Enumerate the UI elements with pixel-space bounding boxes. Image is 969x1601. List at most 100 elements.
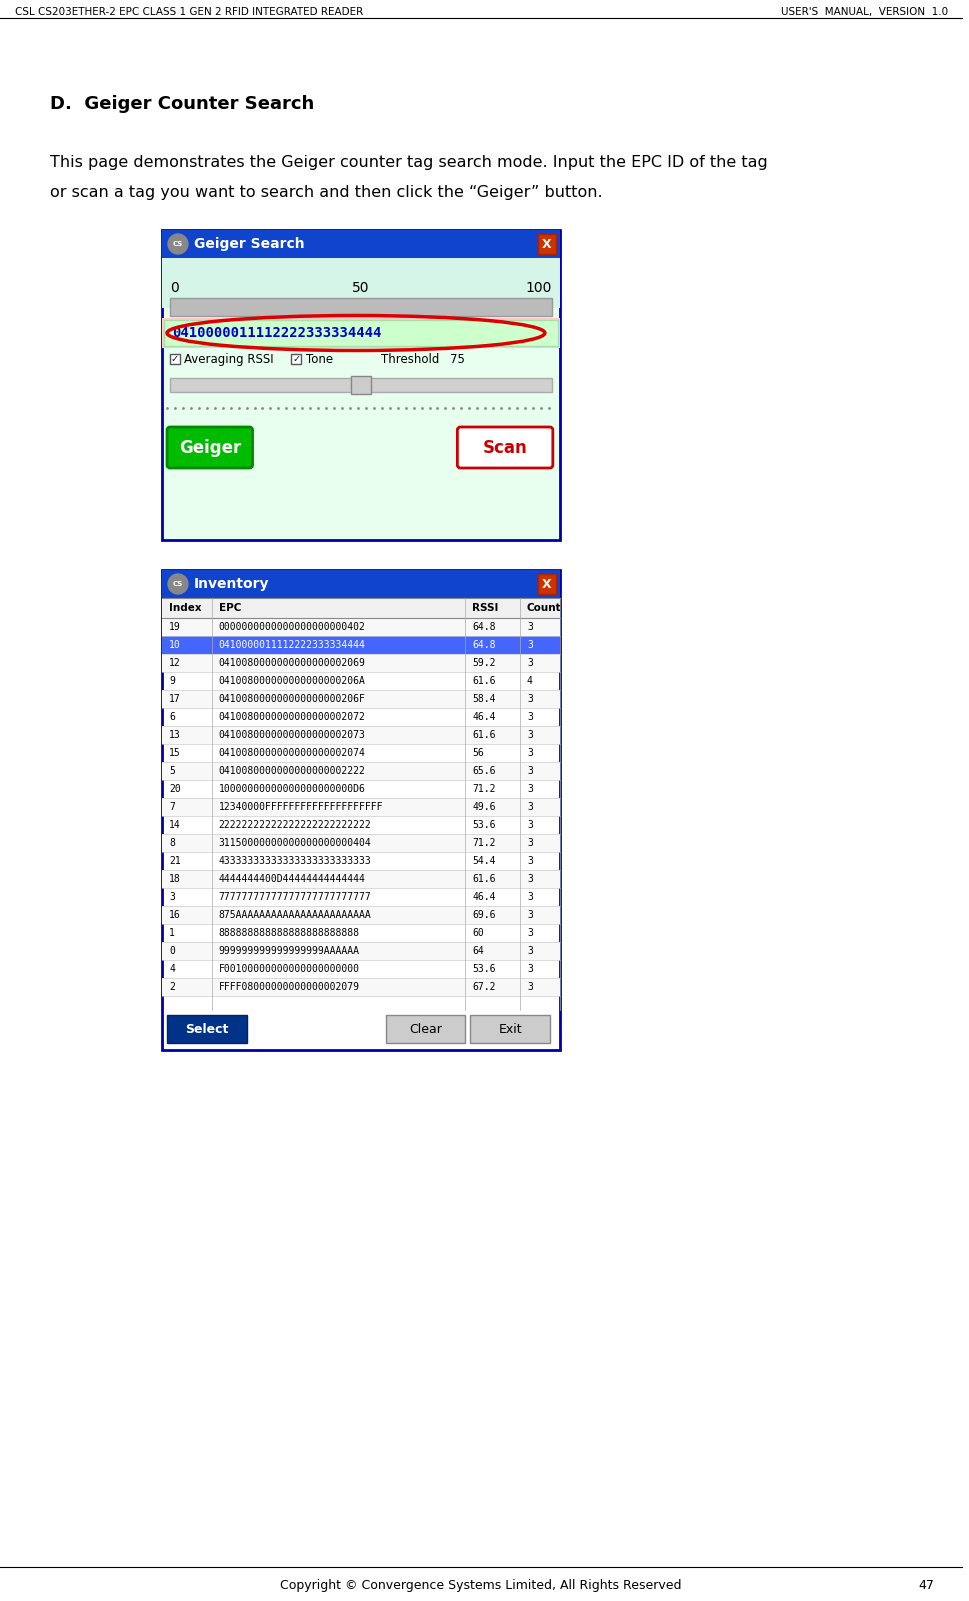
Text: 6: 6: [169, 712, 175, 722]
Text: 0: 0: [169, 946, 175, 956]
Text: 3: 3: [527, 784, 533, 794]
Text: 3: 3: [527, 730, 533, 740]
Text: Select: Select: [185, 1023, 229, 1036]
Bar: [351, 376, 371, 394]
Text: 61.6: 61.6: [472, 676, 496, 685]
Text: 50: 50: [352, 282, 370, 295]
Text: 75: 75: [451, 352, 465, 365]
Text: ✓: ✓: [293, 354, 300, 363]
Text: CS: CS: [172, 581, 183, 588]
Text: 3: 3: [169, 892, 175, 901]
Text: 67.2: 67.2: [472, 981, 496, 993]
Text: 20: 20: [169, 784, 181, 794]
Bar: [167, 1015, 246, 1042]
Text: 041008000000000000000206A: 041008000000000000000206A: [219, 676, 365, 685]
Text: CSL CS203ETHER-2 EPC CLASS 1 GEN 2 RFID INTEGRATED READER: CSL CS203ETHER-2 EPC CLASS 1 GEN 2 RFID …: [15, 6, 363, 18]
Text: RSSI: RSSI: [472, 604, 499, 613]
Text: 53.6: 53.6: [472, 820, 496, 829]
Text: or scan a tag you want to search and then click the “Geiger” button.: or scan a tag you want to search and the…: [49, 186, 603, 200]
Text: 16: 16: [169, 909, 181, 921]
Text: 0000000000000000000000402: 0000000000000000000000402: [219, 623, 365, 632]
Text: FFFF08000000000000002079: FFFF08000000000000002079: [219, 981, 359, 993]
Text: 14: 14: [169, 820, 181, 829]
Text: 22222222222222222222222222: 22222222222222222222222222: [219, 820, 371, 829]
Text: 5: 5: [169, 765, 175, 776]
Bar: [292, 354, 301, 363]
Text: 3: 3: [527, 892, 533, 901]
Bar: [162, 834, 560, 852]
Text: Count: Count: [527, 604, 562, 613]
Text: Geiger: Geiger: [178, 439, 241, 456]
Text: X: X: [542, 578, 551, 591]
Text: 61.6: 61.6: [472, 874, 496, 884]
Text: 0410080000000000000002074: 0410080000000000000002074: [219, 748, 365, 757]
Text: 0: 0: [170, 282, 178, 295]
Text: 4: 4: [527, 676, 533, 685]
Bar: [162, 258, 560, 307]
Bar: [162, 319, 560, 347]
Bar: [162, 231, 560, 258]
Text: F00100000000000000000000: F00100000000000000000000: [219, 964, 359, 973]
Text: 64: 64: [472, 946, 484, 956]
Text: Inventory: Inventory: [194, 576, 269, 591]
Text: 3: 3: [527, 693, 533, 704]
Text: 3: 3: [527, 964, 533, 973]
Bar: [386, 1015, 465, 1042]
Text: 61.6: 61.6: [472, 730, 496, 740]
Text: Copyright © Convergence Systems Limited, All Rights Reserved: Copyright © Convergence Systems Limited,…: [280, 1579, 682, 1591]
Text: 64.8: 64.8: [472, 623, 496, 632]
Text: 13: 13: [169, 730, 181, 740]
Text: 3: 3: [527, 640, 533, 650]
Text: 4444444400D44444444444444: 4444444400D44444444444444: [219, 874, 365, 884]
Bar: [162, 570, 560, 599]
Text: 10000000000000000000000D6: 10000000000000000000000D6: [219, 784, 365, 794]
Text: 999999999999999999AAAAAA: 999999999999999999AAAAAA: [219, 946, 359, 956]
Bar: [164, 320, 558, 346]
Text: CS: CS: [172, 242, 183, 247]
Bar: [538, 575, 556, 594]
Text: 53.6: 53.6: [472, 964, 496, 973]
Text: 71.2: 71.2: [472, 837, 496, 849]
Text: 58.4: 58.4: [472, 693, 496, 704]
Text: 0410080000000000000002072: 0410080000000000000002072: [219, 712, 365, 722]
Text: 31150000000000000000000404: 31150000000000000000000404: [219, 837, 371, 849]
FancyBboxPatch shape: [162, 231, 560, 540]
Text: 1: 1: [169, 929, 175, 938]
Text: 3: 3: [527, 712, 533, 722]
Text: 3: 3: [527, 981, 533, 993]
Text: 3: 3: [527, 837, 533, 849]
Text: 43333333333333333333333333: 43333333333333333333333333: [219, 857, 371, 866]
Bar: [162, 653, 560, 672]
Text: 10: 10: [169, 640, 181, 650]
Text: X: X: [542, 237, 551, 250]
Text: 21: 21: [169, 857, 181, 866]
Text: 46.4: 46.4: [472, 892, 496, 901]
FancyBboxPatch shape: [457, 427, 553, 467]
Bar: [162, 978, 560, 996]
Bar: [162, 797, 560, 817]
Text: Tone: Tone: [306, 352, 333, 365]
Text: 60: 60: [472, 929, 484, 938]
Bar: [162, 599, 560, 618]
Text: 3: 3: [527, 946, 533, 956]
Bar: [162, 690, 560, 708]
Text: 77777777777777777777777777: 77777777777777777777777777: [219, 892, 371, 901]
Text: 59.2: 59.2: [472, 658, 496, 668]
Text: 71.2: 71.2: [472, 784, 496, 794]
Bar: [170, 354, 180, 363]
Text: Exit: Exit: [498, 1023, 522, 1036]
Text: Threshold: Threshold: [381, 352, 439, 365]
Text: 3: 3: [527, 623, 533, 632]
Text: 3: 3: [527, 820, 533, 829]
Text: 49.6: 49.6: [472, 802, 496, 812]
FancyBboxPatch shape: [167, 427, 253, 467]
Text: 3: 3: [527, 658, 533, 668]
Text: 47: 47: [919, 1579, 935, 1591]
Text: 0410000011112222333334444: 0410000011112222333334444: [219, 640, 365, 650]
Bar: [170, 378, 551, 392]
Text: USER'S  MANUAL,  VERSION  1.0: USER'S MANUAL, VERSION 1.0: [781, 6, 949, 18]
Text: 2: 2: [169, 981, 175, 993]
Bar: [538, 234, 556, 255]
Text: 69.6: 69.6: [472, 909, 496, 921]
Text: Clear: Clear: [409, 1023, 442, 1036]
